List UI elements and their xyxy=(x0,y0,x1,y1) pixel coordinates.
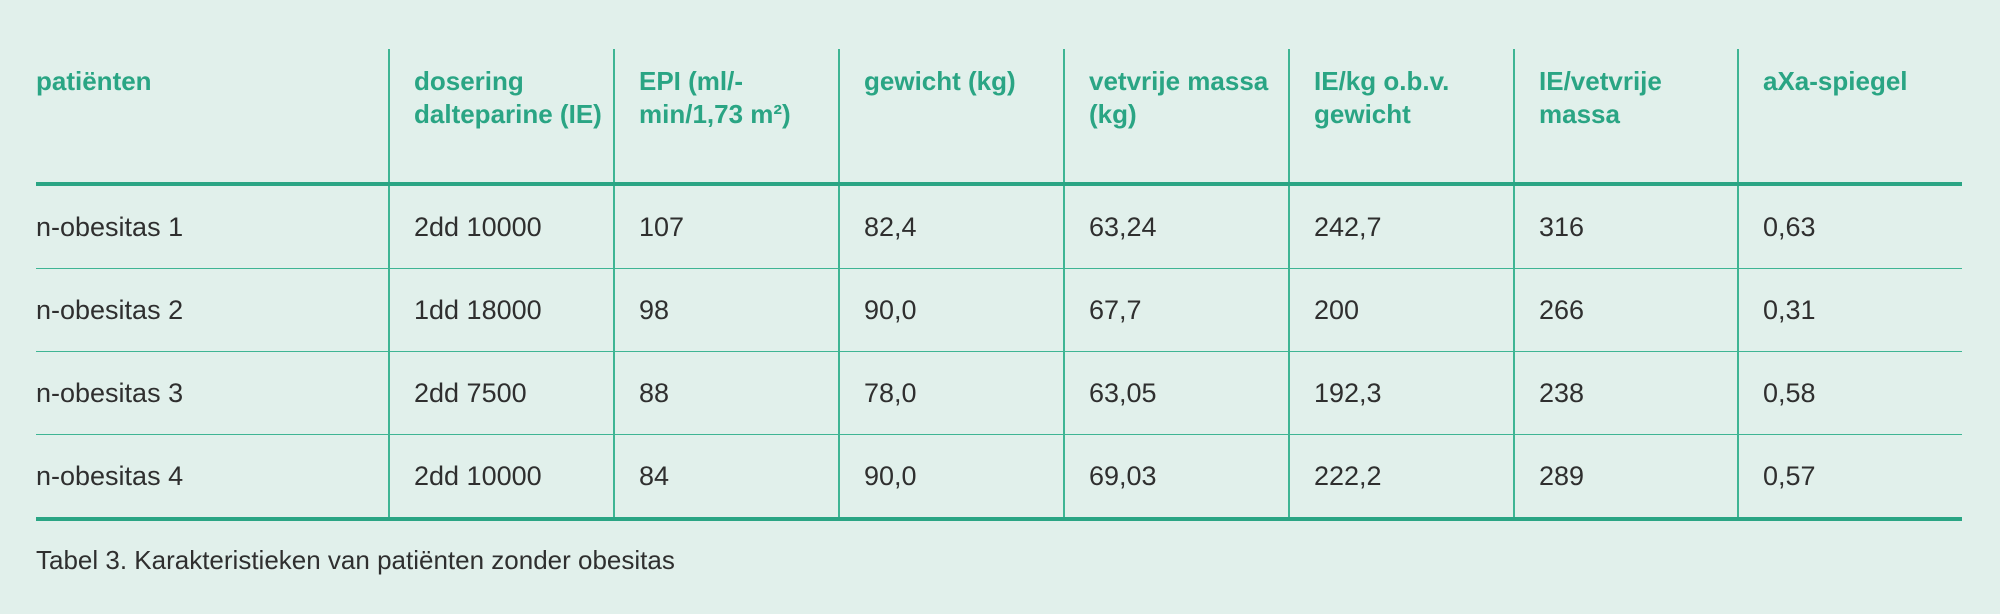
header-cell: EPI (ml/-min/1,73 m²) xyxy=(613,49,839,186)
header-row: patiënten dosering dalteparine (IE) EPI (m… xyxy=(36,49,1962,186)
header-cell: aXa-spiegel xyxy=(1737,49,1962,186)
table-row: n-obesitas 1 2dd 10000 107 82,4 63,24 242,7 31… xyxy=(36,184,1962,269)
header-cell: vetvrije massa (kg) xyxy=(1063,49,1289,186)
table-cell: 90,0 xyxy=(838,434,1064,521)
table-cell: 63,05 xyxy=(1063,351,1289,435)
table-row: n-obesitas 2 1dd 18000 98 90,0 67,7 200 266 0,3… xyxy=(36,268,1962,352)
table-cell: 107 xyxy=(613,184,839,269)
table-cell: 289 xyxy=(1513,434,1738,521)
table-cell: 200 xyxy=(1288,268,1514,352)
table-cell: n-obesitas 1 xyxy=(36,184,389,269)
table-row: n-obesitas 3 2dd 7500 88 78,0 63,05 192,3 238 0… xyxy=(36,351,1962,435)
table-cell: 0,57 xyxy=(1737,434,1962,521)
table-cell: 67,7 xyxy=(1063,268,1289,352)
table-cell: 2dd 7500 xyxy=(388,351,614,435)
table-cell: 242,7 xyxy=(1288,184,1514,269)
table-body: n-obesitas 1 2dd 10000 107 82,4 63,24 242,7 31… xyxy=(36,184,1962,521)
table-cell: n-obesitas 2 xyxy=(36,268,389,352)
table-cell: 82,4 xyxy=(838,184,1064,269)
header-cell: IE/kg o.b.v. gewicht xyxy=(1288,49,1514,186)
caption: Tabel 3. Karakteristieken van patiënten … xyxy=(36,545,675,575)
table-cell: 238 xyxy=(1513,351,1738,435)
table-cell: 84 xyxy=(613,434,839,521)
table-cell: 78,0 xyxy=(838,351,1064,435)
table-cell: 69,03 xyxy=(1063,434,1289,521)
table-cell: 1dd 18000 xyxy=(388,268,614,352)
header-cell: IE/vetvrije massa xyxy=(1513,49,1738,186)
header-cell: patiënten xyxy=(36,49,389,186)
table-row: n-obesitas 4 2dd 10000 84 90,0 69,03 222,2 289… xyxy=(36,434,1962,521)
table-cell: 0,58 xyxy=(1737,351,1962,435)
table-cell: 2dd 10000 xyxy=(388,434,614,521)
table-cell: n-obesitas 4 xyxy=(36,434,389,521)
table-cell: 88 xyxy=(613,351,839,435)
table-cell: 0,63 xyxy=(1737,184,1962,269)
header-cell: gewicht (kg) xyxy=(838,49,1064,186)
table-cell: 63,24 xyxy=(1063,184,1289,269)
table-cell: 90,0 xyxy=(838,268,1064,352)
table-cell: 2dd 10000 xyxy=(388,184,614,269)
data-table: patiënten dosering dalteparine (IE) EPI (m… xyxy=(36,49,1962,521)
table-cell: 316 xyxy=(1513,184,1738,269)
table-cell: 266 xyxy=(1513,268,1738,352)
table-header: patiënten dosering dalteparine (IE) EPI (m… xyxy=(36,49,1962,186)
table-cell: n-obesitas 3 xyxy=(36,351,389,435)
table-cell: 192,3 xyxy=(1288,351,1514,435)
table-cell: 98 xyxy=(613,268,839,352)
header-cell: dosering dalteparine (IE) xyxy=(388,49,614,186)
table-cell: 0,31 xyxy=(1737,268,1962,352)
table-cell: 222,2 xyxy=(1288,434,1514,521)
